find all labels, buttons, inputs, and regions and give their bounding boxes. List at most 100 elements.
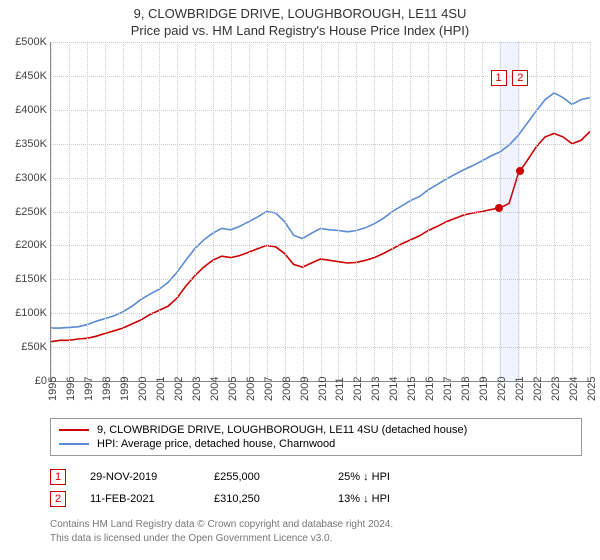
x-tick-label: 2016 — [424, 377, 436, 401]
x-gridline — [231, 42, 232, 381]
x-gridline — [285, 42, 286, 381]
x-tick-label: 1995 — [47, 377, 59, 401]
x-gridline — [356, 42, 357, 381]
x-gridline — [267, 42, 268, 381]
x-tick-label: 2025 — [586, 377, 598, 401]
x-tick-label: 2014 — [388, 377, 400, 401]
x-gridline — [410, 42, 411, 381]
y-tick-label: £300K — [15, 172, 51, 184]
x-tick-label: 2007 — [263, 377, 275, 401]
x-tick-label: 2017 — [442, 377, 454, 401]
x-gridline — [177, 42, 178, 381]
table-row: 1 29-NOV-2019 £255,000 25% ↓ HPI — [50, 466, 582, 488]
marker-dot — [516, 167, 524, 175]
transaction-delta: 13% ↓ HPI — [338, 493, 438, 505]
x-tick-label: 2004 — [209, 377, 221, 401]
x-gridline — [123, 42, 124, 381]
x-gridline — [392, 42, 393, 381]
legend-label: 9, CLOWBRIDGE DRIVE, LOUGHBOROUGH, LE11 … — [97, 424, 467, 436]
x-tick-label: 2010 — [317, 377, 329, 401]
x-tick-label: 2006 — [245, 377, 257, 401]
x-tick-label: 2023 — [550, 377, 562, 401]
y-tick-label: £50K — [21, 341, 51, 353]
y-tick-label: £400K — [15, 104, 51, 116]
y-tick-label: £150K — [15, 273, 51, 285]
y-tick-label: £450K — [15, 70, 51, 82]
x-gridline — [87, 42, 88, 381]
transaction-date: 11-FEB-2021 — [90, 493, 190, 505]
transaction-price: £255,000 — [214, 471, 314, 483]
legend-label: HPI: Average price, detached house, Char… — [97, 438, 335, 450]
y-tick-label: £200K — [15, 239, 51, 251]
footer-line: Contains HM Land Registry data © Crown c… — [50, 518, 582, 532]
legend-swatch — [59, 443, 89, 445]
y-tick-label: £250K — [15, 206, 51, 218]
x-gridline — [51, 42, 52, 381]
x-gridline — [554, 42, 555, 381]
x-tick-label: 1997 — [83, 377, 95, 401]
y-tick-label: £350K — [15, 138, 51, 150]
x-gridline — [590, 42, 591, 381]
legend-swatch — [59, 429, 89, 431]
title-address: 9, CLOWBRIDGE DRIVE, LOUGHBOROUGH, LE11 … — [0, 6, 600, 21]
x-gridline — [464, 42, 465, 381]
x-gridline — [536, 42, 537, 381]
transaction-price: £310,250 — [214, 493, 314, 505]
x-gridline — [482, 42, 483, 381]
x-gridline — [105, 42, 106, 381]
x-tick-label: 2011 — [334, 377, 346, 401]
chart-container: 9, CLOWBRIDGE DRIVE, LOUGHBOROUGH, LE11 … — [0, 0, 600, 560]
legend-item: HPI: Average price, detached house, Char… — [59, 437, 573, 451]
x-gridline — [446, 42, 447, 381]
x-gridline — [249, 42, 250, 381]
x-gridline — [321, 42, 322, 381]
marker-dot — [495, 204, 503, 212]
plot-region: £0£50K£100K£150K£200K£250K£300K£350K£400… — [50, 42, 590, 382]
x-gridline — [195, 42, 196, 381]
footer-line: This data is licensed under the Open Gov… — [50, 532, 582, 546]
x-tick-label: 2000 — [137, 377, 149, 401]
transactions-table: 1 29-NOV-2019 £255,000 25% ↓ HPI 2 11-FE… — [50, 466, 582, 510]
transaction-date: 29-NOV-2019 — [90, 471, 190, 483]
x-gridline — [69, 42, 70, 381]
x-tick-label: 2024 — [568, 377, 580, 401]
x-gridline — [338, 42, 339, 381]
x-gridline — [303, 42, 304, 381]
x-gridline — [141, 42, 142, 381]
table-row: 2 11-FEB-2021 £310,250 13% ↓ HPI — [50, 488, 582, 510]
x-tick-label: 2008 — [281, 377, 293, 401]
x-tick-label: 1996 — [65, 377, 77, 401]
x-tick-label: 2005 — [227, 377, 239, 401]
marker-label-box: 1 — [491, 70, 507, 86]
x-tick-label: 2009 — [299, 377, 311, 401]
marker-band — [499, 42, 521, 381]
x-gridline — [213, 42, 214, 381]
x-tick-label: 2003 — [191, 377, 203, 401]
x-tick-label: 2015 — [406, 377, 418, 401]
x-gridline — [374, 42, 375, 381]
transaction-delta: 25% ↓ HPI — [338, 471, 438, 483]
x-tick-label: 1999 — [119, 377, 131, 401]
marker-label-box: 2 — [512, 70, 528, 86]
title-subtitle: Price paid vs. HM Land Registry's House … — [0, 23, 600, 38]
x-tick-label: 2019 — [478, 377, 490, 401]
x-tick-label: 1998 — [101, 377, 113, 401]
chart-titles: 9, CLOWBRIDGE DRIVE, LOUGHBOROUGH, LE11 … — [0, 0, 600, 42]
footer-attribution: Contains HM Land Registry data © Crown c… — [50, 518, 582, 545]
legend-box: 9, CLOWBRIDGE DRIVE, LOUGHBOROUGH, LE11 … — [50, 418, 582, 456]
x-tick-label: 2001 — [155, 377, 167, 401]
x-gridline — [428, 42, 429, 381]
chart-area: £0£50K£100K£150K£200K£250K£300K£350K£400… — [50, 42, 590, 412]
x-tick-label: 2022 — [532, 377, 544, 401]
x-tick-label: 2013 — [370, 377, 382, 401]
y-tick-label: £500K — [15, 36, 51, 48]
x-gridline — [159, 42, 160, 381]
transaction-marker-badge: 1 — [50, 469, 66, 485]
x-tick-label: 2002 — [173, 377, 185, 401]
transaction-marker-badge: 2 — [50, 491, 66, 507]
x-tick-label: 2018 — [460, 377, 472, 401]
x-gridline — [572, 42, 573, 381]
y-tick-label: £100K — [15, 307, 51, 319]
legend-item: 9, CLOWBRIDGE DRIVE, LOUGHBOROUGH, LE11 … — [59, 423, 573, 437]
x-tick-label: 2012 — [352, 377, 364, 401]
